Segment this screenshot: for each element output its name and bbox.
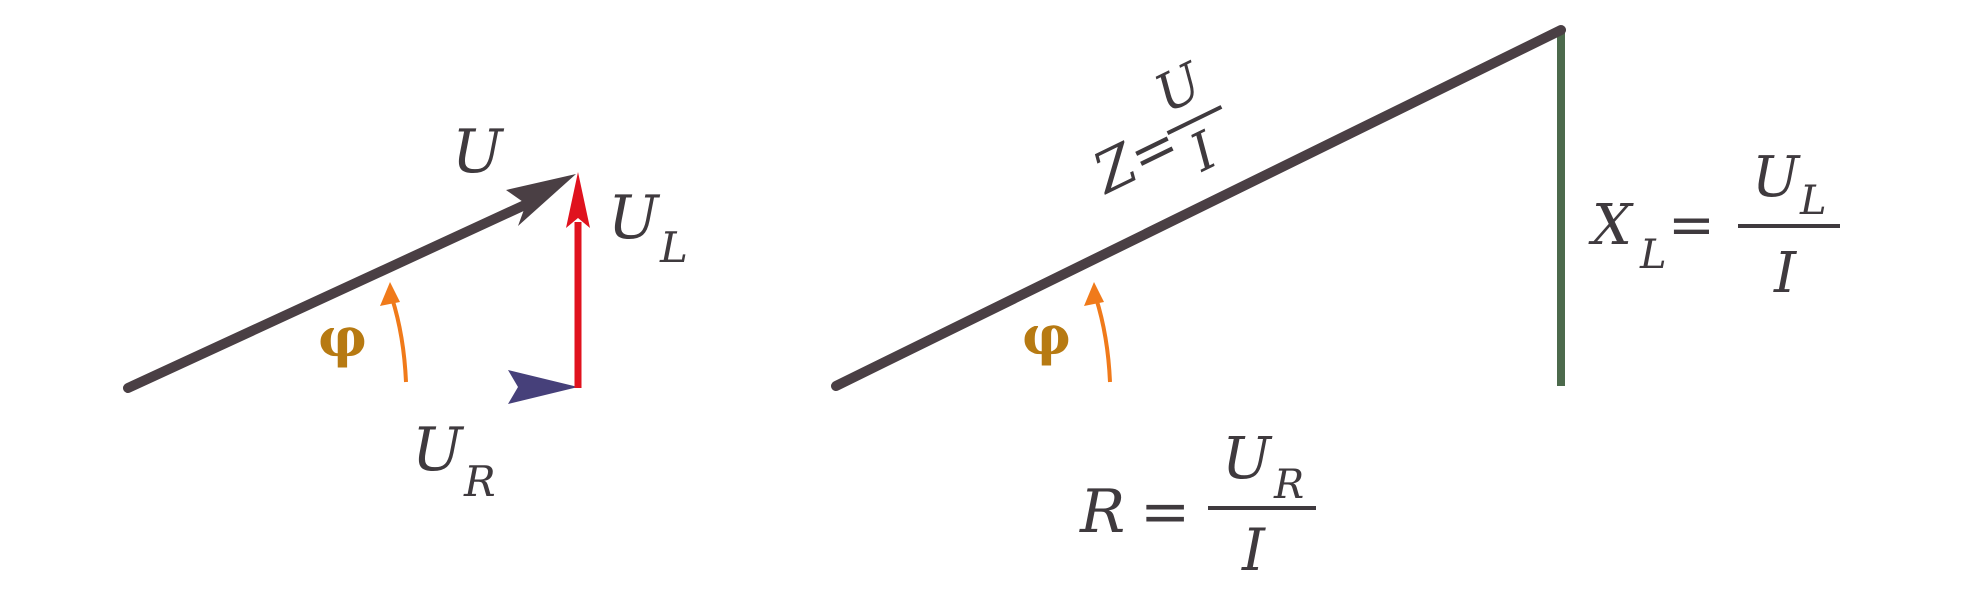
r-formula-numerator: U bbox=[1222, 424, 1273, 492]
ul-vector-label-subscript: L bbox=[659, 223, 688, 272]
u-vector-arrow bbox=[123, 174, 576, 393]
ur-vector-arrow bbox=[123, 370, 578, 404]
z-formula-denominator: I bbox=[1180, 120, 1227, 184]
impedance-side bbox=[831, 25, 1566, 391]
r-formula: R = U R I bbox=[1079, 424, 1316, 584]
phi-angle-label-right: φ bbox=[1022, 303, 1071, 367]
ur-vector-label-subscript: R bbox=[463, 457, 496, 506]
xl-formula-denominator: I bbox=[1773, 241, 1798, 306]
ul-vector-arrow bbox=[566, 172, 590, 388]
r-formula-symbol: R bbox=[1079, 477, 1125, 547]
z-formula-prefix: Z= bbox=[1082, 111, 1189, 208]
xl-formula-numerator-subscript: L bbox=[1799, 178, 1827, 224]
phi-angle-arrow-right bbox=[1084, 282, 1112, 383]
xl-formula-numerator: U bbox=[1752, 145, 1801, 210]
xl-formula-symbol: X bbox=[1588, 193, 1634, 258]
r-formula-denominator: I bbox=[1241, 516, 1266, 584]
ur-vector-label: U bbox=[412, 415, 465, 485]
u-vector-label: U bbox=[452, 117, 505, 187]
xl-formula: X L = U L I bbox=[1588, 145, 1840, 306]
xl-formula-equals: = bbox=[1668, 193, 1715, 258]
voltage-vector-triangle: U U L U R φ bbox=[123, 117, 688, 506]
r-formula-numerator-subscript: R bbox=[1273, 462, 1304, 508]
impedance-triangle: φ Z= U I X L = U L I R = U R I bbox=[831, 25, 1840, 584]
phi-angle-label: φ bbox=[318, 305, 367, 369]
r-formula-equals: = bbox=[1140, 477, 1190, 547]
ul-vector-label: U bbox=[608, 183, 661, 253]
phi-angle-arrow bbox=[380, 282, 408, 383]
xl-formula-subscript: L bbox=[1639, 232, 1667, 278]
z-formula-fraction-bar bbox=[1166, 105, 1223, 135]
